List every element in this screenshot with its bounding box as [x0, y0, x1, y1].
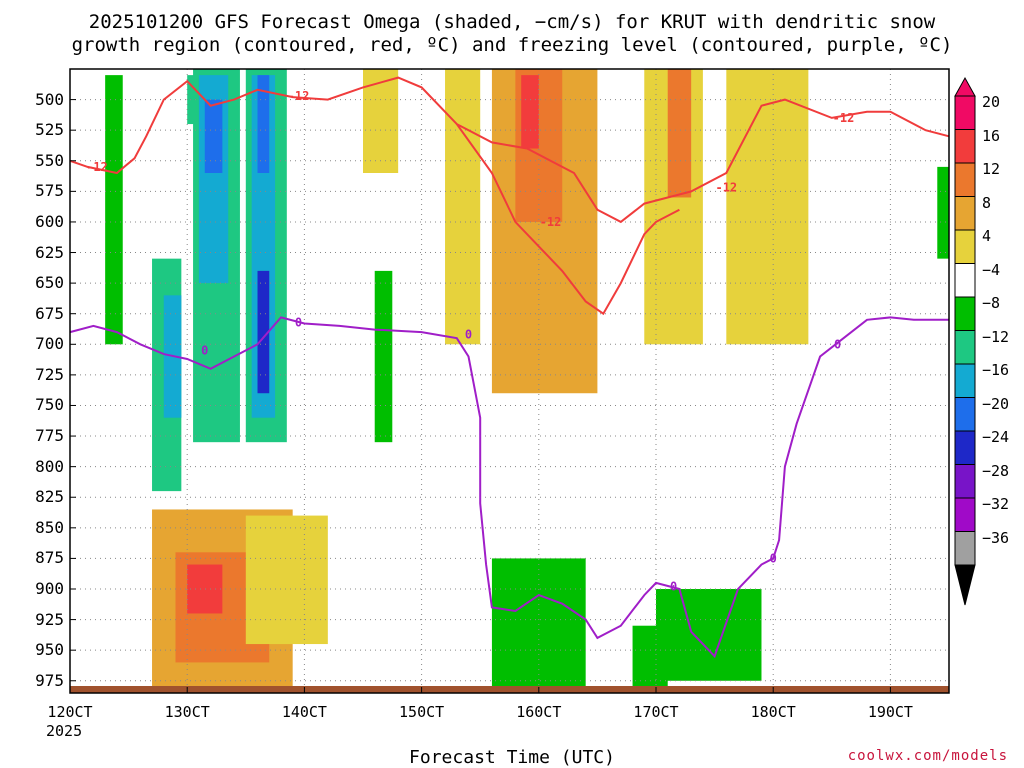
contour-label: 0 [670, 580, 677, 594]
colorbar-label: −12 [982, 327, 1010, 346]
omega-shading-cell [363, 69, 399, 173]
colorbar-label: 8 [982, 193, 992, 212]
y-tick-label: 575 [35, 181, 64, 201]
colorbar-segment [954, 531, 976, 566]
colorbar-segment [954, 229, 976, 264]
contour-label: -12 [833, 111, 855, 125]
colorbar-segment [954, 263, 976, 298]
colorbar-label: 12 [982, 160, 1001, 179]
colorbar-label: −36 [982, 528, 1010, 547]
y-tick-label: 600 [35, 211, 64, 231]
colorbar-label: −20 [982, 394, 1010, 413]
colorbar-segment [954, 95, 976, 130]
omega-shading-cell [521, 75, 539, 149]
omega-shading-cell [667, 69, 692, 198]
omega-shading-cell [245, 515, 328, 645]
y-tick-label: 850 [35, 517, 64, 537]
colorbar-label: 20 [982, 93, 1001, 112]
colorbar-segment [954, 162, 976, 197]
contour-label: 0 [465, 328, 472, 342]
x-tick-label: 160CT [516, 703, 562, 721]
y-tick-label: 725 [35, 364, 64, 384]
omega-shading-cell [257, 270, 270, 394]
x-tick-label: 170CT [633, 703, 679, 721]
colorbar-label: 16 [982, 126, 1001, 145]
red-contour-line [455, 123, 680, 316]
omega-shading-cell [726, 69, 809, 345]
omega-shading-cell [257, 75, 270, 173]
contour-label: 0 [834, 337, 841, 351]
colorbar-bottom-arrow [954, 564, 976, 606]
y-tick-label: 775 [35, 426, 64, 446]
omega-shading-cell [374, 270, 393, 443]
y-tick-label: 900 [35, 579, 64, 598]
colorbar-segment [954, 330, 976, 365]
y-tick-label: 875 [35, 548, 64, 568]
omega-shading-cell [937, 166, 949, 259]
y-tick-label: 750 [35, 395, 64, 415]
x-tick-label: 120CT [47, 703, 93, 721]
contour-label: 0 [770, 551, 777, 565]
x-axis-title: Forecast Time (UTC) [409, 747, 615, 768]
credit-text: coolwx.com/models [847, 748, 1008, 764]
colorbar-segment [954, 196, 976, 231]
omega-shading-cell [491, 558, 586, 687]
colorbar-label: −24 [982, 428, 1010, 447]
chart-title-line-2: growth region (contoured, red, ºC) and f… [71, 34, 953, 56]
colorbar-label: −8 [982, 294, 1001, 313]
colorbar-label: −28 [982, 461, 1010, 480]
contour-label: 0 [295, 315, 302, 329]
x-tick-label: 150CT [399, 703, 445, 721]
colorbar-label: 4 [982, 227, 992, 246]
colorbar-segment [954, 430, 976, 465]
colorbar-segment [954, 464, 976, 499]
colorbar-segment [954, 296, 976, 331]
contour-label: -12 [288, 89, 310, 103]
contour-label: -12 [715, 181, 737, 195]
omega-shading-cell [204, 99, 223, 173]
x-tick-label: 180CT [750, 703, 796, 721]
y-tick-label: 650 [35, 273, 64, 293]
y-tick-label: 625 [35, 242, 64, 262]
y-tick-label: 950 [35, 640, 64, 660]
contour-label: -12 [86, 160, 108, 174]
chart-title-line-1: 2025101200 GFS Forecast Omega (shaded, −… [88, 11, 936, 33]
x-tick-label: 130CT [164, 703, 210, 721]
omega-shading-cell [445, 69, 481, 345]
colorbar-label: −32 [982, 495, 1010, 514]
colorbar-segment [954, 129, 976, 164]
y-tick-label: 925 [35, 609, 64, 629]
y-tick-label: 800 [35, 456, 64, 476]
omega-shading-cell [187, 564, 223, 614]
colorbar-top-arrow [954, 76, 976, 97]
y-tick-label: 700 [35, 334, 64, 354]
colorbar-label: −4 [982, 260, 1001, 279]
x-axis-year: 2025 [46, 722, 83, 740]
colorbar-segment [954, 397, 976, 432]
plot-frame [69, 68, 950, 694]
contour-label: -12 [540, 215, 562, 229]
y-tick-label: 975 [35, 670, 64, 690]
colorbar-label: −16 [982, 361, 1010, 380]
x-tick-label: 190CT [867, 703, 913, 721]
y-tick-label: 675 [35, 303, 64, 323]
colorbar-segment [954, 363, 976, 398]
y-tick-label: 525 [35, 120, 64, 140]
x-tick-label: 140CT [281, 703, 327, 721]
ground-strip [70, 686, 949, 693]
purple-contour-line [69, 316, 949, 659]
colorbar-segment [954, 497, 976, 532]
contour-label: 0 [201, 343, 208, 357]
y-tick-label: 825 [35, 487, 64, 507]
omega-shading-cell [656, 589, 762, 681]
y-tick-label: 500 [35, 89, 64, 109]
red-contour-line [69, 76, 950, 224]
y-tick-label: 550 [35, 150, 64, 170]
omega-shading-cell [105, 75, 123, 345]
